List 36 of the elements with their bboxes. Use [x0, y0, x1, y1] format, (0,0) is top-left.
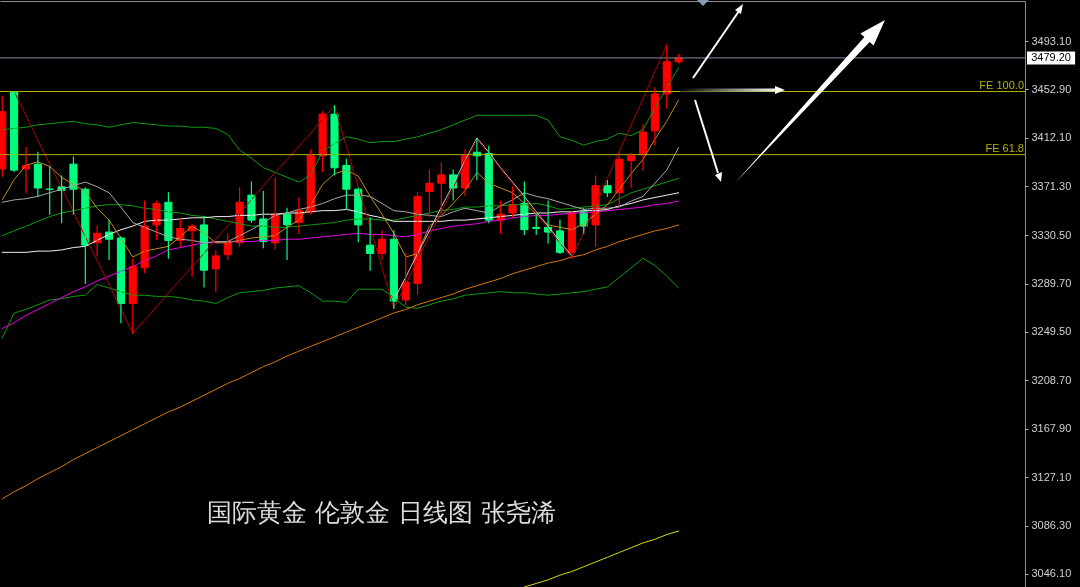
- line-series: [1, 257, 680, 339]
- y-tick-label: 3127.10: [1031, 470, 1072, 483]
- y-tick-label: 3046.10: [1031, 567, 1072, 580]
- line-series: [13, 44, 668, 334]
- ref-line-label: 3479.20: [1031, 50, 1071, 63]
- y-tick-label: 3208.70: [1031, 373, 1072, 386]
- y-tick-label: 3289.70: [1031, 277, 1072, 290]
- candlestick: [247, 181, 256, 224]
- candlestick: [342, 158, 351, 211]
- y-tick-label: 3412.10: [1031, 131, 1072, 144]
- y-tick-label: 3249.50: [1031, 325, 1072, 338]
- y-tick-label: 3330.50: [1031, 228, 1072, 241]
- y-tick-label: 3167.90: [1031, 422, 1072, 435]
- candlestick: [425, 169, 434, 218]
- y-tick-label: 3452.90: [1031, 82, 1072, 95]
- line-series: [1, 200, 680, 330]
- line-series: [523, 530, 680, 587]
- candlestick: [211, 250, 220, 293]
- candlestick: [627, 152, 636, 188]
- ref-line-label: FE 61.8: [985, 141, 1024, 154]
- candlestick: [152, 200, 161, 240]
- line-series: [1, 177, 680, 237]
- candlestick: [508, 186, 517, 218]
- y-tick-label: 3086.30: [1031, 519, 1072, 532]
- line-series: [393, 137, 573, 301]
- line-series: [1, 99, 680, 258]
- candlestick: [437, 162, 446, 214]
- text: 国际黄金 伦敦金 日线图 张尧浠: [207, 498, 556, 527]
- line-series: [1, 192, 680, 253]
- y-tick-label: 3493.10: [1031, 34, 1072, 47]
- line-series: [1, 67, 680, 183]
- candlestick: [615, 152, 624, 207]
- line-series: [1, 224, 680, 500]
- candlestick: [330, 105, 339, 176]
- ref-line-label: FE 100.0: [979, 78, 1024, 91]
- y-tick-label: 3371.30: [1031, 179, 1072, 192]
